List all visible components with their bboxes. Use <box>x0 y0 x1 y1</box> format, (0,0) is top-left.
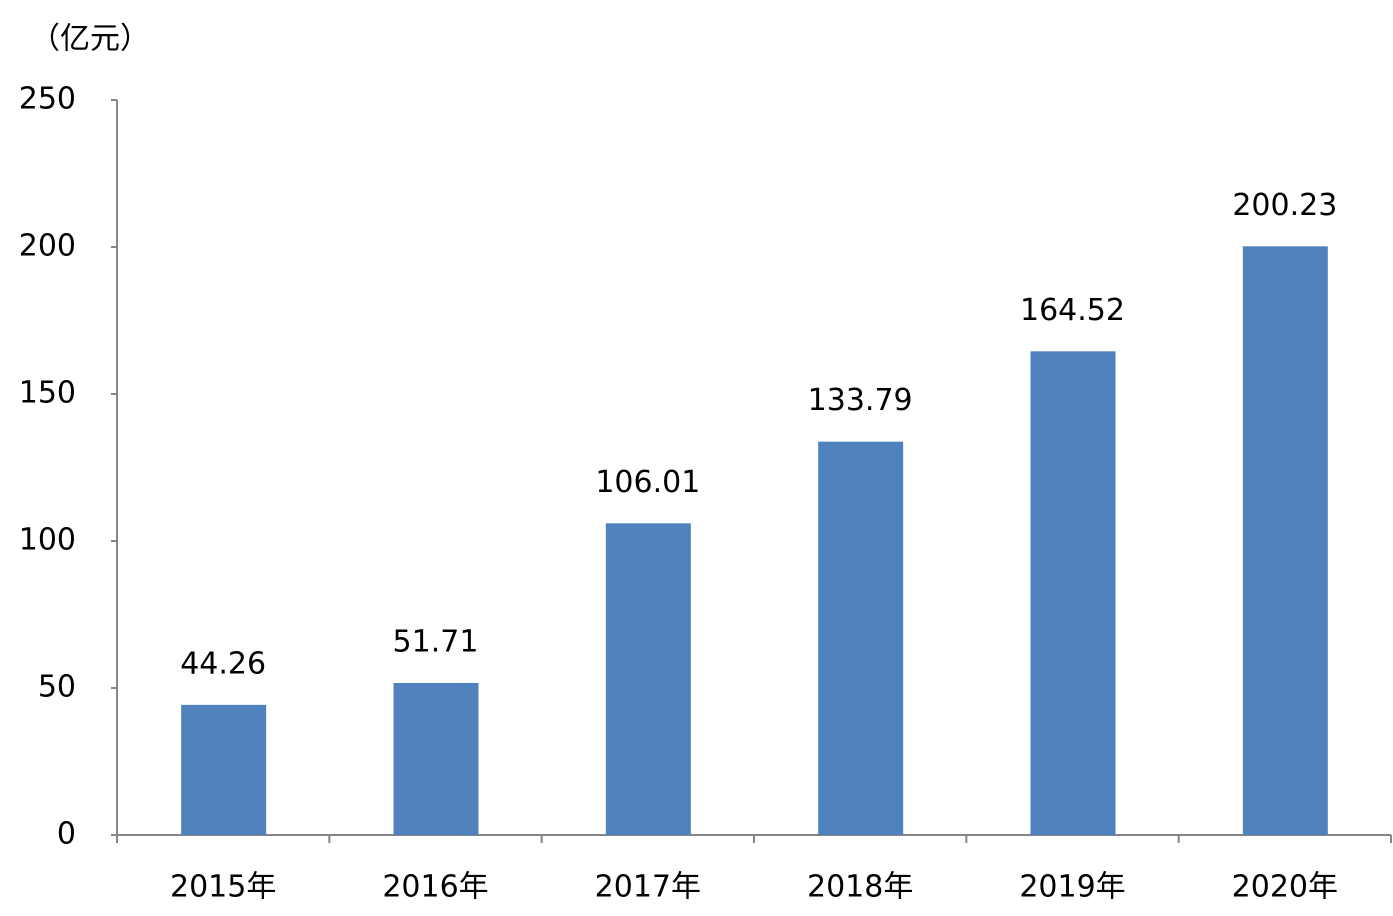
bar <box>818 441 904 835</box>
y-axis-label: （亿元） <box>30 22 150 57</box>
data-label: 51.71 <box>393 624 479 659</box>
data-label: 133.79 <box>808 383 913 418</box>
x-tick-label: 2015年 <box>170 870 276 905</box>
y-tick-label: 150 <box>19 376 76 411</box>
x-tick-label: 2020年 <box>1232 870 1338 905</box>
x-tick-label: 2019年 <box>1019 870 1125 905</box>
y-tick-label: 100 <box>19 523 76 558</box>
bar <box>1242 246 1328 836</box>
y-tick-label: 0 <box>57 817 76 852</box>
bar <box>393 682 479 835</box>
y-tick-label: 250 <box>19 82 76 117</box>
bar <box>605 523 691 835</box>
bar <box>1030 351 1116 835</box>
data-label: 106.01 <box>595 465 700 500</box>
data-label: 164.52 <box>1020 293 1125 328</box>
y-tick-label: 50 <box>38 670 76 705</box>
data-label: 44.26 <box>180 646 266 681</box>
x-tick-label: 2016年 <box>382 870 488 905</box>
data-label: 200.23 <box>1232 188 1337 223</box>
x-tick-label: 2017年 <box>595 870 701 905</box>
x-tick-label: 2018年 <box>807 870 913 905</box>
bar <box>181 704 267 835</box>
y-tick-label: 200 <box>19 229 76 264</box>
